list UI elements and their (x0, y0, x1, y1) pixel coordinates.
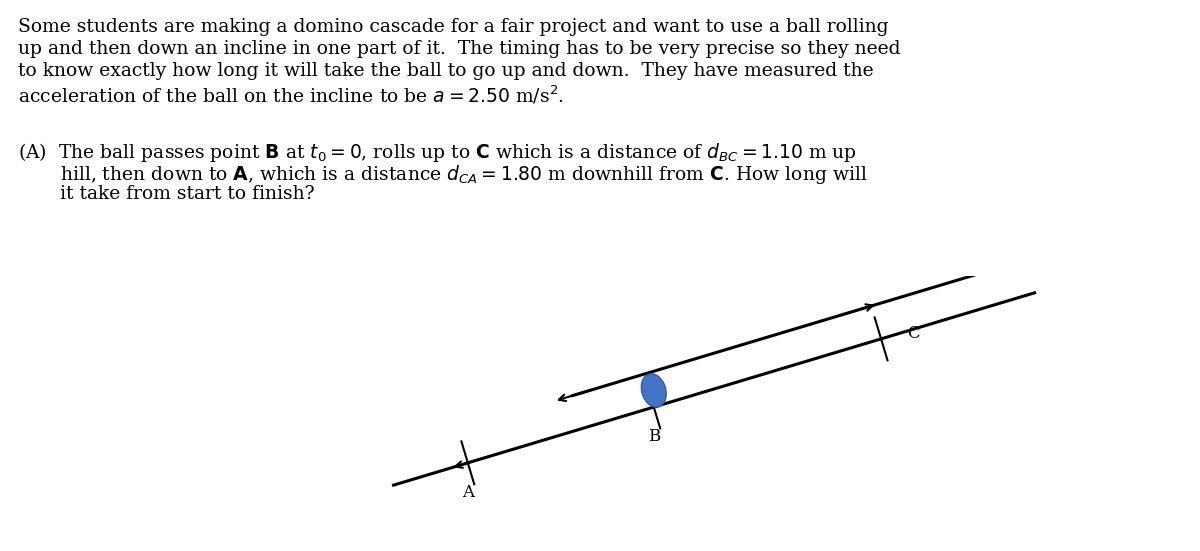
Ellipse shape (641, 374, 666, 407)
Text: A: A (462, 484, 474, 500)
Text: Some students are making a domino cascade for a fair project and want to use a b: Some students are making a domino cascad… (18, 18, 888, 36)
Text: hill, then down to $\mathbf{A}$, which is a distance $d_{CA} = 1.80$ m downhill : hill, then down to $\mathbf{A}$, which i… (60, 163, 868, 186)
Text: it take from start to finish?: it take from start to finish? (60, 185, 314, 203)
Text: B: B (648, 428, 660, 445)
Text: (A)  The ball passes point $\mathbf{B}$ at $t_0 = 0$, rolls up to $\mathbf{C}$ w: (A) The ball passes point $\mathbf{B}$ a… (18, 141, 857, 164)
Text: acceleration of the ball on the incline to be $a = 2.50$ m/s$^2$.: acceleration of the ball on the incline … (18, 84, 564, 106)
Text: C: C (907, 325, 920, 342)
Text: up and then down an incline in one part of it.  The timing has to be very precis: up and then down an incline in one part … (18, 40, 900, 58)
Text: to know exactly how long it will take the ball to go up and down.  They have mea: to know exactly how long it will take th… (18, 62, 874, 80)
